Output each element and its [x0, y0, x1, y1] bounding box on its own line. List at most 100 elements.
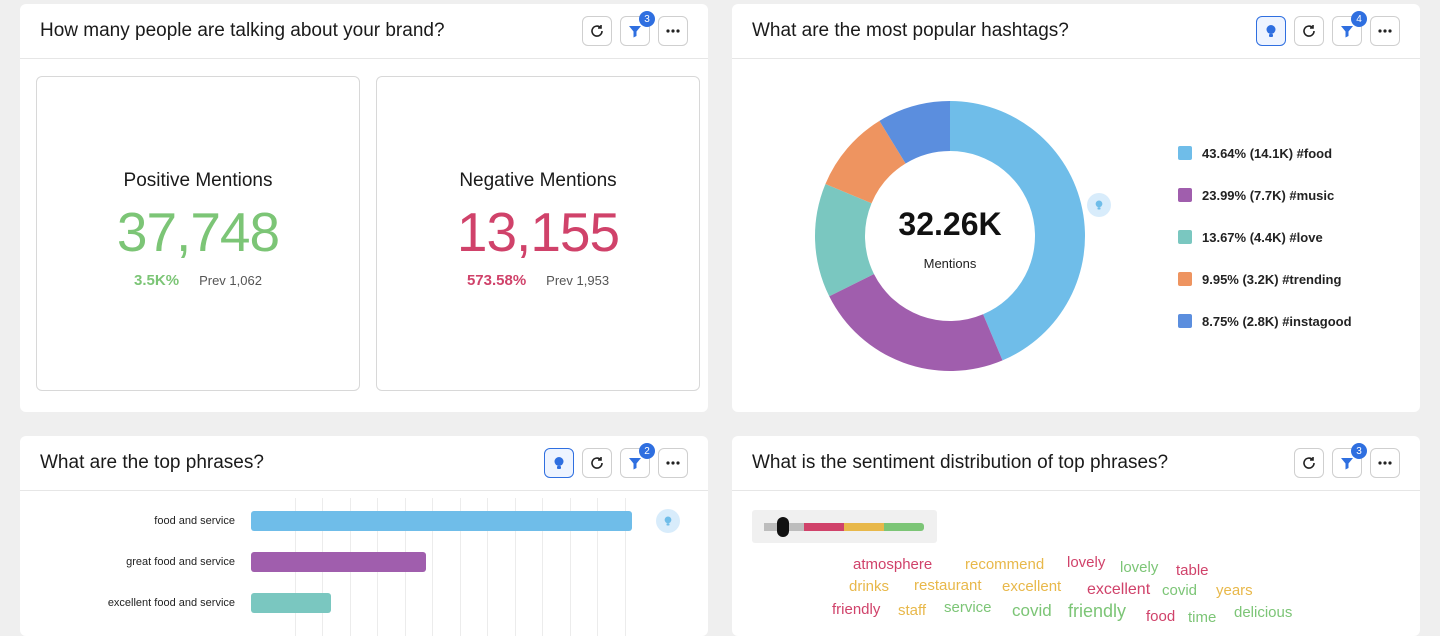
cloud-word[interactable]: service — [944, 599, 992, 616]
kpi-value: 37,748 — [116, 201, 280, 263]
cloud-word[interactable]: food — [1146, 608, 1176, 625]
sentiment-distribution-card: What is the sentiment distribution of to… — [732, 436, 1420, 636]
donut-slice-love[interactable] — [815, 183, 874, 297]
refresh-button[interactable] — [1294, 448, 1324, 478]
filter-button[interactable]: 2 — [620, 443, 655, 478]
kpi-label: Negative Mentions — [459, 170, 617, 191]
legend-label: 13.67% (4.4K) #love — [1202, 229, 1323, 245]
insight-hint-button[interactable] — [656, 509, 680, 533]
gridline — [514, 498, 516, 636]
refresh-button[interactable] — [582, 16, 612, 46]
cloud-word[interactable]: atmosphere — [853, 556, 933, 573]
card-title: What is the sentiment distribution of to… — [752, 452, 1169, 473]
negative-mentions-kpi[interactable]: Negative Mentions 13,155 573.58% Prev 1,… — [376, 76, 700, 391]
refresh-icon — [591, 457, 603, 469]
card-header: What are the top phrases? 2 — [20, 436, 708, 491]
cloud-word[interactable]: friendly — [1068, 601, 1127, 621]
cloud-word[interactable]: excellent — [1002, 578, 1062, 595]
legend-item[interactable]: 23.99% (7.7K) #music — [1178, 174, 1352, 216]
cloud-word[interactable]: time — [1188, 609, 1217, 626]
legend-swatch — [1178, 314, 1192, 328]
cloud-word[interactable]: covid — [1162, 582, 1198, 599]
legend-item[interactable]: 43.64% (14.1K) #food — [1178, 132, 1352, 174]
legend-item[interactable]: 8.75% (2.8K) #instagood — [1178, 300, 1352, 342]
filter-count-badge: 3 — [639, 11, 655, 27]
legend-swatch — [1178, 230, 1192, 244]
donut-slice-music[interactable] — [829, 273, 1003, 371]
kpi-prev: Prev 1,953 — [546, 273, 610, 288]
cloud-word[interactable]: friendly — [832, 601, 881, 618]
legend-label: 8.75% (2.8K) #instagood — [1202, 313, 1352, 329]
insight-hint-button[interactable] — [1087, 193, 1111, 217]
legend-label: 9.95% (3.2K) #trending — [1202, 271, 1342, 287]
bar-row[interactable]: food and service — [20, 511, 632, 531]
kpi-label: Positive Mentions — [123, 170, 273, 191]
cloud-word[interactable]: years — [1216, 582, 1253, 599]
refresh-icon — [1303, 457, 1315, 469]
filter-count-badge: 2 — [639, 443, 655, 459]
more-options-button[interactable] — [1370, 16, 1400, 46]
gridline — [569, 498, 571, 636]
more-options-button[interactable] — [658, 448, 688, 478]
more-options-button[interactable] — [658, 16, 688, 46]
cloud-word[interactable]: lovely — [1120, 559, 1159, 576]
more-options-button[interactable] — [1370, 448, 1400, 478]
kpi-change: 573.58% — [466, 272, 527, 289]
bar-label: great food and service — [126, 556, 235, 568]
cloud-word[interactable]: recommend — [965, 556, 1045, 573]
card-actions: 3 — [582, 11, 688, 46]
insights-button[interactable] — [544, 448, 574, 478]
card-actions: 2 — [544, 443, 688, 478]
cloud-word[interactable]: drinks — [849, 578, 890, 595]
gridline — [597, 498, 598, 636]
insights-button[interactable] — [1256, 16, 1286, 46]
filter-button[interactable]: 3 — [1332, 443, 1367, 478]
gridline — [542, 498, 543, 636]
legend-label: 43.64% (14.1K) #food — [1202, 145, 1333, 161]
filter-icon — [629, 458, 641, 470]
cloud-word[interactable]: covid — [1012, 601, 1052, 620]
phrase-bar[interactable] — [251, 593, 331, 613]
top-phrases-card: What are the top phrases? 2 food and ser… — [20, 436, 708, 636]
lightbulb-icon — [664, 516, 672, 526]
slider-track-positive — [884, 523, 924, 531]
phrase-bar[interactable] — [251, 511, 632, 531]
cloud-word[interactable]: table — [1176, 562, 1209, 579]
refresh-icon — [1303, 25, 1315, 37]
lightbulb-icon — [1095, 200, 1103, 210]
kpi-sub: 3.5K% Prev 1,062 — [37, 272, 359, 289]
bar-row[interactable]: excellent food and service — [20, 593, 331, 613]
cloud-word[interactable]: restaurant — [914, 577, 982, 594]
legend-swatch — [1178, 146, 1192, 160]
cloud-word[interactable]: excellent — [1087, 581, 1151, 598]
lightbulb-icon — [1266, 25, 1276, 37]
card-header: What is the sentiment distribution of to… — [732, 436, 1420, 491]
more-icon — [666, 29, 680, 33]
donut-slice-trending[interactable] — [825, 120, 906, 204]
refresh-button[interactable] — [1294, 16, 1324, 46]
cloud-word[interactable]: lovely — [1067, 554, 1106, 571]
filter-button[interactable]: 4 — [1332, 11, 1367, 46]
sentiment-filter-slider[interactable] — [752, 510, 937, 543]
more-icon — [1378, 461, 1392, 465]
donut-slice-instagood[interactable] — [879, 101, 950, 164]
hashtag-legend: 43.64% (14.1K) #food 23.99% (7.7K) #music… — [1178, 132, 1352, 342]
bar-row[interactable]: great food and service — [20, 552, 427, 572]
positive-mentions-kpi[interactable]: Positive Mentions 37,748 3.5K% Prev 1,06… — [36, 76, 360, 391]
refresh-button[interactable] — [582, 448, 612, 478]
legend-item[interactable]: 9.95% (3.2K) #trending — [1178, 258, 1352, 300]
legend-swatch — [1178, 188, 1192, 202]
cloud-word[interactable]: staff — [898, 602, 927, 619]
more-icon — [666, 461, 680, 465]
card-actions: 3 — [1294, 443, 1400, 478]
cloud-word[interactable]: delicious — [1234, 604, 1293, 621]
gridline — [487, 498, 488, 636]
bar-label: excellent food and service — [107, 597, 235, 609]
phrase-bar[interactable] — [251, 552, 427, 572]
kpi-prev: Prev 1,062 — [199, 273, 262, 288]
card-actions: 4 — [1256, 11, 1400, 46]
legend-item[interactable]: 13.67% (4.4K) #love — [1178, 216, 1352, 258]
donut-slice-food[interactable] — [950, 101, 1085, 361]
filter-button[interactable]: 3 — [620, 11, 655, 46]
slider-handle[interactable] — [777, 517, 789, 537]
